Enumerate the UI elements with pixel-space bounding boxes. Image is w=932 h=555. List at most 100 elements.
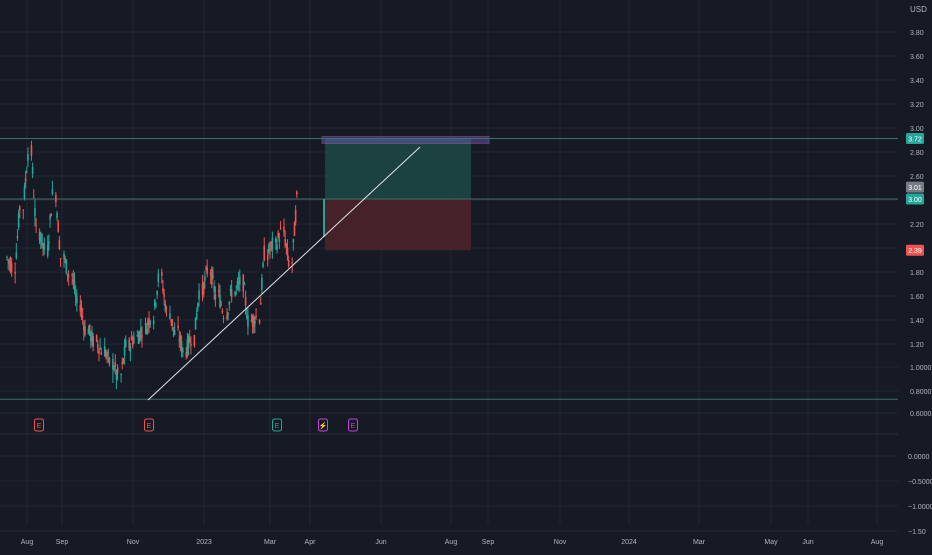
candle-body	[171, 319, 174, 326]
event-marker-earnings-upcoming[interactable]: E	[348, 418, 358, 432]
price-tick-label: 1.0000	[910, 365, 932, 372]
event-badge[interactable]	[272, 418, 282, 432]
price-badge-stop	[906, 244, 924, 256]
event-marker-earnings[interactable]: E	[272, 418, 282, 432]
event-label: E	[351, 423, 356, 430]
candle-body	[271, 237, 274, 249]
candle-body	[123, 346, 126, 356]
candle-body	[177, 325, 179, 329]
candle-body	[284, 238, 286, 246]
price-tick-label: 2.60	[910, 174, 924, 181]
candle-body	[133, 337, 135, 342]
target-band[interactable]	[321, 136, 490, 145]
candle-body	[107, 352, 110, 354]
candle-body	[100, 351, 103, 355]
candle-body	[74, 293, 77, 297]
candle-body	[42, 243, 44, 247]
candle-body	[124, 339, 127, 347]
time-tick-label: May	[764, 539, 778, 546]
event-marker-earnings[interactable]: E	[34, 418, 44, 432]
candle-body	[27, 154, 29, 161]
candle-body	[113, 368, 115, 370]
candle-body	[59, 258, 62, 260]
event-marker-earnings[interactable]: E	[144, 418, 154, 432]
candle-body	[92, 336, 94, 348]
candle-body	[255, 315, 257, 317]
candle-body	[99, 347, 101, 349]
time-tick-label: Jun	[375, 539, 386, 546]
candle-body	[187, 336, 190, 349]
candle-body	[115, 370, 118, 380]
candle-body	[17, 213, 20, 228]
indicator-axis[interactable]: 0.0000 −0.5000 −1.0000 −1.50	[908, 454, 932, 536]
candle-body	[105, 352, 107, 358]
candle-body	[245, 316, 248, 319]
candle-body	[130, 336, 133, 340]
candle-body	[294, 209, 297, 223]
candle-body	[205, 267, 207, 270]
candle-body	[23, 187, 26, 199]
time-tick-label: Aug	[871, 539, 884, 546]
loss-zone[interactable]	[325, 199, 471, 251]
trendline-segment[interactable]	[147, 146, 421, 401]
candle-body	[237, 280, 240, 284]
candle-body	[80, 307, 83, 313]
candle-body	[120, 374, 122, 376]
candle-body	[161, 272, 163, 276]
candle-body	[186, 339, 189, 356]
candle-body	[213, 285, 215, 292]
candle-body	[88, 324, 91, 333]
candle-body	[209, 272, 212, 275]
candle-body	[129, 346, 132, 352]
candle-body	[285, 243, 288, 247]
candle-body	[25, 171, 28, 173]
candle-body	[263, 245, 266, 261]
candle-body	[202, 282, 205, 295]
candle-body	[90, 332, 92, 341]
event-badge[interactable]	[34, 418, 44, 432]
candle-body	[238, 276, 241, 285]
event-badge[interactable]	[144, 418, 154, 432]
candle-body	[258, 320, 261, 323]
candle-body	[122, 358, 125, 363]
price-badges: 3.72 3.01 3.00 2.39	[906, 133, 924, 256]
event-marker-split[interactable]: ⚡	[318, 418, 328, 432]
time-axis[interactable]: Aug Sep Nov 2023 Mar Apr Jun Aug Sep Nov 2024 Mar Ma…	[21, 539, 884, 546]
candle-body	[269, 249, 271, 251]
price-tick-label: 0.6000	[910, 411, 932, 418]
candle-body	[43, 243, 46, 251]
candle-body	[121, 362, 124, 364]
candle-body	[173, 330, 176, 335]
candle-body	[96, 344, 99, 349]
candle-body	[48, 241, 50, 244]
time-tick-label: Sep	[56, 539, 69, 546]
event-badge[interactable]	[318, 418, 328, 432]
horizontal-lines[interactable]	[0, 138, 898, 400]
candle-body	[218, 289, 220, 292]
candle-body	[106, 352, 108, 357]
candle-body	[292, 238, 295, 243]
time-tick-label: Aug	[445, 539, 458, 546]
profit-zone[interactable]	[325, 138, 471, 199]
candle-body	[58, 239, 61, 249]
position-tool[interactable]	[321, 136, 490, 251]
time-tick-label: 2024	[621, 539, 637, 546]
candle-body	[242, 274, 245, 292]
candle-body	[262, 263, 264, 267]
candle-body	[144, 323, 147, 325]
price-badge-label: 3.01	[908, 185, 922, 192]
event-markers[interactable]: E E E ⚡ E	[34, 418, 358, 432]
candle-body	[98, 348, 100, 354]
indicator-tick-label: −1.50	[908, 529, 926, 536]
candle-body	[157, 273, 160, 282]
candle-body	[296, 191, 298, 195]
candle-body	[163, 293, 165, 297]
event-badge[interactable]	[348, 418, 358, 432]
trendline[interactable]	[147, 146, 421, 401]
candle-body	[220, 304, 222, 306]
candle-body	[229, 289, 232, 291]
price-badge-target	[906, 133, 924, 145]
candle-body	[116, 367, 119, 374]
time-tick-label: Nov	[554, 539, 567, 546]
